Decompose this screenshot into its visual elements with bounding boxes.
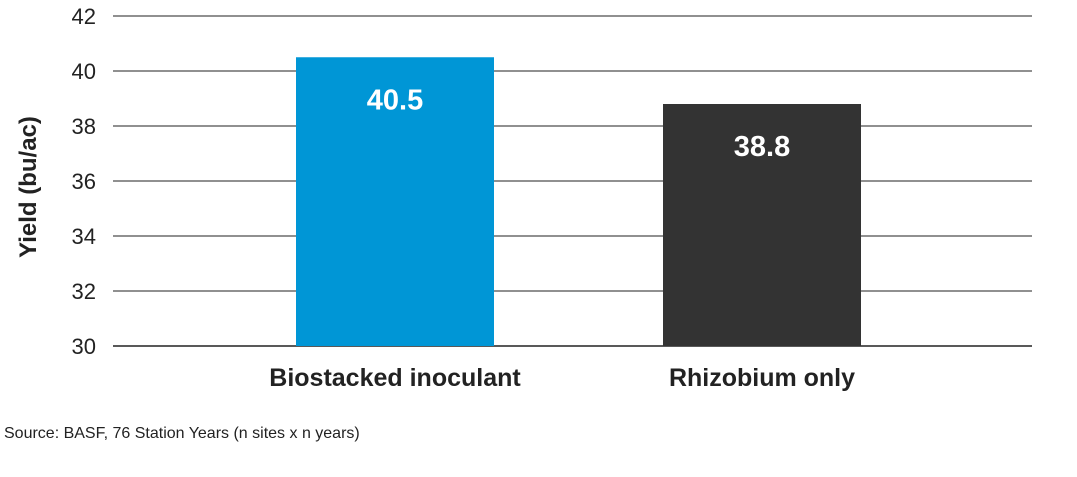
bar [296,57,494,346]
y-tick-label: 36 [72,169,96,194]
bar [663,104,861,346]
bar-chart: Yield (bu/ac) 30 32 34 36 38 40 42 40.5 38.8 Bi… [15,4,1032,392]
y-tick-label: 40 [72,59,96,84]
bar-value-label: 40.5 [367,84,423,116]
bars: 40.5 38.8 [296,57,861,346]
x-axis-categories: Biostacked inoculant Rhizobium only [269,364,855,392]
source-note: Source: BASF, 76 Station Years (n sites … [4,425,360,442]
category-label: Biostacked inoculant [269,364,521,392]
y-tick-label: 32 [72,279,96,304]
bar-value-label: 38.8 [734,131,790,163]
gridlines [113,15,1032,347]
y-tick-label: 30 [72,334,96,359]
y-tick-label: 38 [72,114,96,139]
y-tick-label: 34 [72,224,96,249]
y-tick-label: 42 [72,4,96,29]
category-label: Rhizobium only [669,364,855,392]
y-axis-title: Yield (bu/ac) [15,116,42,258]
y-axis-ticks: 30 32 34 36 38 40 42 [72,4,96,359]
